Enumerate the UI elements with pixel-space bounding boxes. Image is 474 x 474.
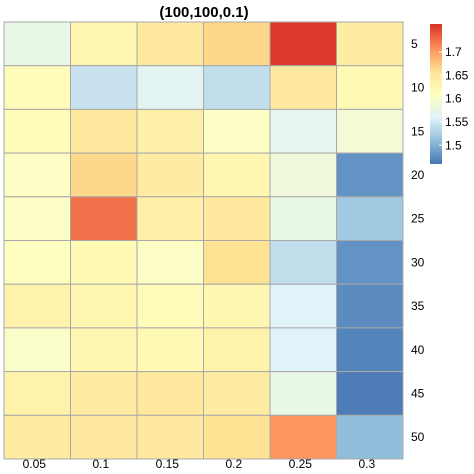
- heatmap-cell: [203, 65, 271, 110]
- heatmap-cell: [336, 283, 404, 329]
- heatmap-cell: [136, 327, 204, 373]
- heatmap-cell: [3, 240, 71, 285]
- x-axis-tick-labels: 0.05 0.1 0.15 0.2 0.25 0.3: [23, 457, 376, 471]
- heatmap-cell: [269, 108, 337, 154]
- heatmap-cell: [269, 414, 337, 460]
- x-tick-label: 0.05: [23, 457, 47, 471]
- heatmap-cell: [3, 108, 71, 154]
- heatmap-cell: [70, 240, 138, 285]
- heatmap-cell: [3, 414, 71, 460]
- heatmap-cell: [269, 283, 337, 329]
- heatmap-cell: [3, 283, 71, 329]
- y-tick-label: 15: [411, 124, 425, 138]
- heatmap-cell: [3, 65, 71, 110]
- heatmap-cell: [70, 414, 138, 460]
- chart-title: (100,100,0.1): [159, 4, 248, 21]
- heatmap-cell: [269, 65, 337, 110]
- y-tick-label: 50: [411, 430, 425, 444]
- heatmap-cell: [336, 65, 404, 110]
- heatmap-cell: [70, 108, 138, 154]
- y-tick-label: 30: [411, 255, 425, 269]
- heatmap-cell: [136, 21, 204, 67]
- heatmap-cell: [269, 152, 337, 198]
- y-tick-label: 40: [411, 343, 425, 357]
- heatmap-cell: [3, 327, 71, 373]
- heatmap-cell: [203, 414, 271, 460]
- heatmap-cell: [203, 108, 271, 154]
- colorbar: [430, 24, 442, 164]
- heatmap-cell: [269, 327, 337, 373]
- heatmap-cell: [336, 414, 404, 460]
- y-tick-label: 20: [411, 168, 425, 182]
- heatmap-cell: [70, 65, 138, 110]
- heatmap-cell: [269, 240, 337, 285]
- heatmap-cell: [70, 196, 138, 242]
- y-tick-label: 10: [411, 81, 425, 95]
- heatmap-cell: [3, 196, 71, 242]
- x-tick-label: 0.1: [92, 457, 109, 471]
- heatmap-cell: [269, 371, 337, 416]
- x-tick-label: 0.25: [289, 457, 313, 471]
- heatmap-cell: [203, 327, 271, 373]
- heatmap-cell: [70, 327, 138, 373]
- y-tick-label: 5: [411, 37, 418, 51]
- heatmap-cell: [203, 196, 271, 242]
- heatmap-cell: [3, 152, 71, 198]
- x-tick-label: 0.15: [156, 457, 180, 471]
- y-tick-label: 25: [411, 212, 425, 226]
- x-tick-label: 0.3: [358, 457, 375, 471]
- heatmap-cell: [336, 196, 404, 242]
- heatmap-cell: [136, 371, 204, 416]
- heatmap-cell: [3, 371, 71, 416]
- heatmap-cell: [70, 152, 138, 198]
- heatmap-cell: [203, 152, 271, 198]
- heatmap-cell: [70, 371, 138, 416]
- heatmap-cell: [136, 152, 204, 198]
- heatmap-cell: [269, 196, 337, 242]
- heatmap-cells: [3, 21, 404, 460]
- x-tick-label: 0.2: [225, 457, 242, 471]
- heatmap-cell: [203, 240, 271, 285]
- heatmap-cell: [336, 108, 404, 154]
- heatmap-cell: [136, 414, 204, 460]
- heatmap-cell: [336, 21, 404, 67]
- colorbar-tick-label: 1.6: [445, 92, 462, 106]
- heatmap-cell: [3, 21, 71, 67]
- y-axis-tick-labels: 5 10 15 20 25 30 35 40 45 50: [411, 37, 425, 444]
- heatmap-cell: [269, 21, 337, 67]
- heatmap-cell: [136, 108, 204, 154]
- colorbar-tick-label: 1.5: [445, 138, 462, 152]
- heatmap-cell: [136, 65, 204, 110]
- heatmap-cell: [136, 240, 204, 285]
- heatmap-cell: [336, 327, 404, 373]
- colorbar-tick-labels: 1.5 1.55 1.6 1.65 1.7: [439, 45, 469, 152]
- heatmap-cell: [70, 21, 138, 67]
- heatmap-cell: [203, 371, 271, 416]
- heatmap-cell: [136, 283, 204, 329]
- y-tick-label: 35: [411, 299, 425, 313]
- colorbar-tick-label: 1.55: [445, 115, 469, 129]
- heatmap-cell: [336, 152, 404, 198]
- heatmap-cell: [136, 196, 204, 242]
- heatmap-cell: [336, 371, 404, 416]
- colorbar-tick-label: 1.7: [445, 45, 462, 59]
- colorbar-tick-label: 1.65: [445, 68, 469, 82]
- heatmap-cell: [203, 21, 271, 67]
- heatmap-cell: [70, 283, 138, 329]
- y-tick-label: 45: [411, 387, 425, 401]
- heatmap-cell: [336, 240, 404, 285]
- heatmap-cell: [203, 283, 271, 329]
